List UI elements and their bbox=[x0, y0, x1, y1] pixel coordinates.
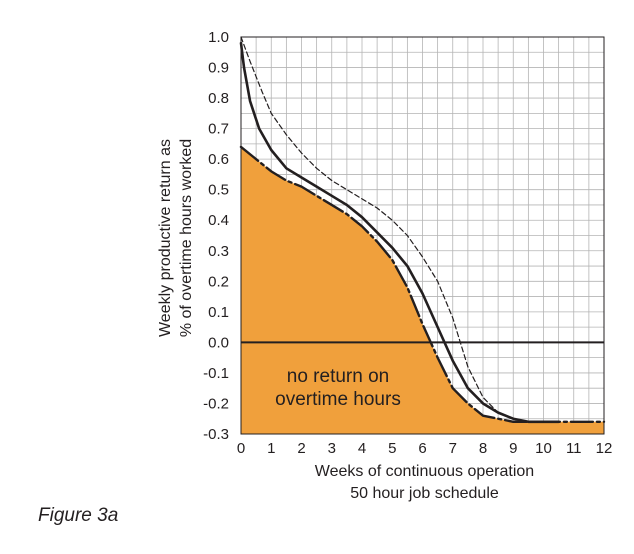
y-tick-label: 0.2 bbox=[208, 273, 229, 290]
y-axis-ticks: 1.0 0.9 0.8 0.7 0.6 0.5 0.4 0.3 0.2 0.1 0.0 -0.1 -0.… bbox=[203, 29, 229, 443]
x-axis-label-line: Weeks of continuous operation bbox=[315, 463, 534, 480]
y-tick-label: 0.8 bbox=[208, 90, 229, 107]
y-tick-label: 0.4 bbox=[208, 212, 229, 229]
annotation-line: overtime hours bbox=[275, 389, 401, 410]
x-tick-label: 0 bbox=[237, 440, 245, 457]
x-tick-label: 11 bbox=[566, 440, 582, 457]
y-tick-label: -0.2 bbox=[203, 395, 229, 412]
y-tick-label: -0.1 bbox=[203, 365, 229, 382]
figure-caption: Figure 3a bbox=[38, 505, 119, 526]
x-tick-label: 8 bbox=[479, 440, 487, 457]
x-tick-label: 9 bbox=[509, 440, 517, 457]
plot-border bbox=[240, 36, 605, 435]
no-return-shaded-area bbox=[241, 146, 604, 434]
x-tick-label: 3 bbox=[328, 440, 336, 457]
x-axis-label: Weeks of continuous operation 50 hour job… bbox=[315, 463, 534, 502]
y-tick-label: 0.0 bbox=[208, 334, 229, 351]
x-tick-label: 7 bbox=[449, 440, 457, 457]
x-tick-label: 5 bbox=[388, 440, 396, 457]
x-tick-label: 1 bbox=[267, 440, 275, 457]
y-tick-label: 0.6 bbox=[208, 151, 229, 168]
y-tick-label: 0.3 bbox=[208, 243, 229, 260]
y-tick-label: -0.3 bbox=[203, 426, 229, 443]
series-line-dash-dot bbox=[239, 145, 606, 423]
y-tick-label: 0.7 bbox=[208, 121, 229, 138]
y-tick-label: 0.9 bbox=[208, 60, 229, 77]
x-tick-label: 6 bbox=[418, 440, 426, 457]
no-return-annotation: no return on overtime hours bbox=[275, 366, 401, 410]
y-axis-label-line: % of overtime hours worked bbox=[178, 139, 195, 337]
series-lines bbox=[239, 36, 606, 424]
y-tick-label: 1.0 bbox=[208, 29, 229, 46]
x-tick-label: 2 bbox=[297, 440, 305, 457]
x-tick-label: 12 bbox=[596, 440, 613, 457]
x-axis-ticks: 0 1 2 3 4 5 6 7 8 9 10 11 12 bbox=[237, 440, 613, 457]
x-tick-label: 10 bbox=[535, 440, 552, 457]
y-tick-label: 0.1 bbox=[208, 304, 229, 321]
y-axis-label-line: Weekly productive return as bbox=[157, 139, 174, 337]
annotation-line: no return on bbox=[287, 366, 389, 387]
y-tick-label: 0.5 bbox=[208, 182, 229, 199]
y-axis-label: Weekly productive return as% of overtime… bbox=[157, 139, 195, 337]
x-axis-label-line: 50 hour job schedule bbox=[350, 485, 499, 502]
series-line-solid bbox=[239, 41, 560, 424]
x-tick-label: 4 bbox=[358, 440, 366, 457]
